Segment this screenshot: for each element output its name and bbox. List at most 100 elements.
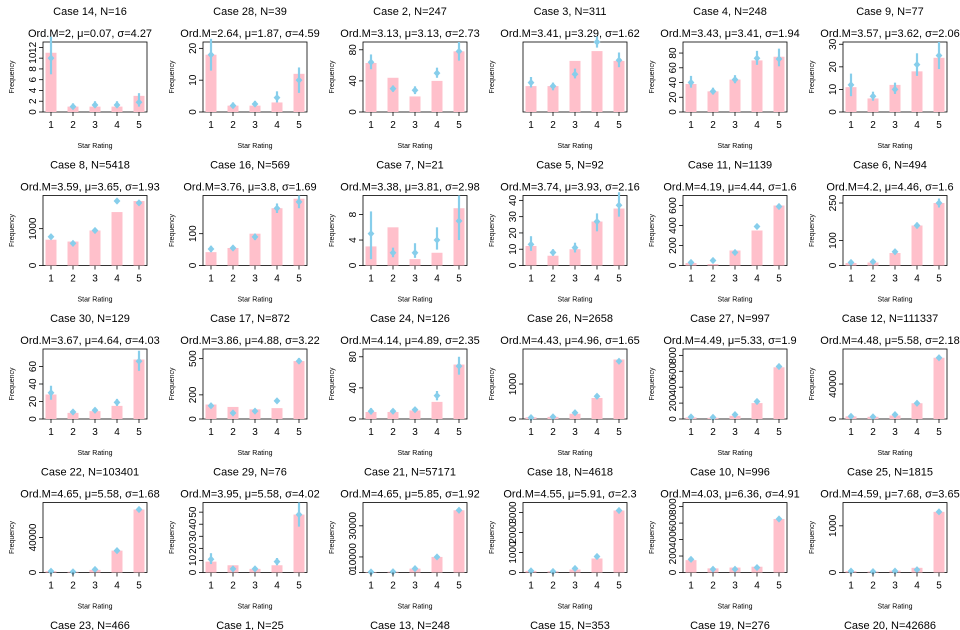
panel-title: Case 1, N=25 xyxy=(216,620,284,630)
bar-rating-5 xyxy=(293,514,305,573)
y-tick-label: 1000 xyxy=(508,372,519,395)
y-tick-label: 0 xyxy=(28,262,39,268)
panel-subtitle: Ord.M=4.43, μ=4.96, σ=1.65 xyxy=(500,335,639,347)
panel-subtitle: Ord.M=2, μ=0.07, σ=4.27 xyxy=(28,28,152,40)
y-axis-title: Frequency xyxy=(9,367,16,401)
estimate-marker-rating-5 xyxy=(455,217,463,225)
y-tick-label: 30 xyxy=(508,211,519,223)
y-tick-label: 30 xyxy=(188,530,199,542)
x-tick-label: 1 xyxy=(368,120,374,131)
y-tick-label: 0 xyxy=(28,569,39,575)
x-tick-label: 5 xyxy=(776,581,782,592)
x-axis-title: Star Rating xyxy=(77,143,112,150)
bar-rating-1 xyxy=(525,245,537,266)
bar-rating-3 xyxy=(249,233,261,266)
panel-subtitle: Ord.M=3.13, μ=3.13, σ=2.73 xyxy=(340,28,479,40)
estimate-marker-rating-5 xyxy=(295,357,303,365)
estimate-marker-rating-4 xyxy=(753,54,761,62)
y-tick-label: 4 xyxy=(28,87,39,93)
plot-frame xyxy=(202,502,308,573)
estimate-marker-rating-3 xyxy=(411,406,419,414)
x-tick-label: 5 xyxy=(136,581,142,592)
y-tick-label: 0 xyxy=(668,109,679,115)
bar-rating-4 xyxy=(111,550,123,573)
estimate-marker-rating-3 xyxy=(571,409,579,417)
panel-title: Case 12, N=111337 xyxy=(842,313,939,325)
y-axis-title: Frequency xyxy=(9,520,16,554)
panel-title: Case 23, N=466 xyxy=(50,620,130,630)
y-tick-label: 40000 xyxy=(28,523,39,551)
y-tick-label: 400 xyxy=(668,531,679,548)
bar-rating-5 xyxy=(933,511,945,573)
estimate-marker-rating-2 xyxy=(389,568,397,576)
panel-subtitle: Ord.M=4.49, μ=5.33, σ=1.9 xyxy=(663,335,796,347)
x-tick-label: 4 xyxy=(594,120,600,131)
plot-frame xyxy=(682,348,788,420)
panel-title: Case 9, N=77 xyxy=(856,6,924,18)
x-axis-title: Star Rating xyxy=(717,297,752,304)
panel-title: Case 15, N=353 xyxy=(530,620,610,630)
estimate-marker-rating-1 xyxy=(687,413,695,421)
panel-subtitle: Ord.M=3.43, μ=3.41, σ=1.94 xyxy=(660,28,799,40)
x-tick-label: 3 xyxy=(732,274,738,285)
bar-rating-5 xyxy=(613,510,625,573)
estimate-marker-rating-3 xyxy=(91,101,99,109)
y-tick-label: 0 xyxy=(828,416,839,422)
x-tick-label: 1 xyxy=(848,427,854,438)
x-tick-label: 2 xyxy=(230,274,236,285)
estimate-marker-rating-2 xyxy=(869,413,877,421)
bar-rating-3 xyxy=(729,79,741,112)
y-tick-label: 20 xyxy=(188,542,199,554)
bar-rating-5 xyxy=(133,359,145,419)
bar-rating-2 xyxy=(707,91,719,112)
y-tick-label: 20 xyxy=(188,42,199,54)
bar-rating-3 xyxy=(409,96,421,112)
bar-rating-2 xyxy=(387,77,399,112)
estimate-marker-rating-3 xyxy=(411,86,419,94)
x-axis-title: Star Rating xyxy=(397,604,432,611)
estimate-marker-rating-3 xyxy=(91,406,99,414)
bar-rating-2 xyxy=(707,264,719,266)
estimate-marker-rating-1 xyxy=(527,240,535,248)
estimate-marker-rating-2 xyxy=(709,256,717,265)
estimate-marker-rating-1 xyxy=(847,567,855,575)
bar-rating-5 xyxy=(773,518,785,573)
bar-rating-3 xyxy=(89,230,101,266)
estimate-marker-rating-5 xyxy=(775,515,783,523)
estimate-marker-rating-3 xyxy=(251,233,259,241)
bar-rating-1 xyxy=(45,239,57,266)
x-tick-label: 1 xyxy=(688,581,694,592)
x-tick-label: 2 xyxy=(390,427,396,438)
estimate-marker-rating-2 xyxy=(389,85,397,93)
estimate-marker-rating-3 xyxy=(251,407,259,415)
x-tick-label: 2 xyxy=(870,120,876,131)
panel-title: Case 29, N=76 xyxy=(213,467,287,479)
estimate-marker-rating-2 xyxy=(229,244,237,252)
plot-frame xyxy=(362,502,468,573)
estimate-marker-rating-4 xyxy=(113,101,121,109)
bar-rating-1 xyxy=(525,86,537,112)
x-tick-label: 3 xyxy=(412,427,418,438)
y-tick-label: 1000 xyxy=(28,217,39,240)
estimate-marker-rating-1 xyxy=(367,230,375,238)
bar-rating-2 xyxy=(867,98,879,112)
bar-rating-4 xyxy=(431,252,443,266)
panel-title: Case 25, N=1815 xyxy=(847,467,933,479)
panel-title: Case 8, N=5418 xyxy=(50,160,130,172)
bar-rating-1 xyxy=(45,52,57,112)
estimate-marker-rating-3 xyxy=(731,248,739,257)
y-axis-title: Frequency xyxy=(169,213,176,247)
panel-title: Case 3, N=311 xyxy=(534,6,607,18)
x-tick-label: 1 xyxy=(48,581,54,592)
x-axis-title: Star Rating xyxy=(77,604,112,611)
panel-title: Case 24, N=126 xyxy=(370,313,450,325)
panel-title: Case 21, N=57171 xyxy=(364,467,456,479)
panel-subtitle: Ord.M=3.76, μ=3.8, σ=1.69 xyxy=(183,182,316,194)
y-tick-label: 0 xyxy=(28,416,39,422)
bar-rating-4 xyxy=(751,60,763,112)
panel-title: Case 7, N=21 xyxy=(376,160,444,172)
bar-rating-3 xyxy=(409,259,421,266)
estimate-marker-rating-1 xyxy=(527,414,535,422)
y-axis-title: Frequency xyxy=(489,60,496,94)
bar-rating-1 xyxy=(685,560,697,573)
